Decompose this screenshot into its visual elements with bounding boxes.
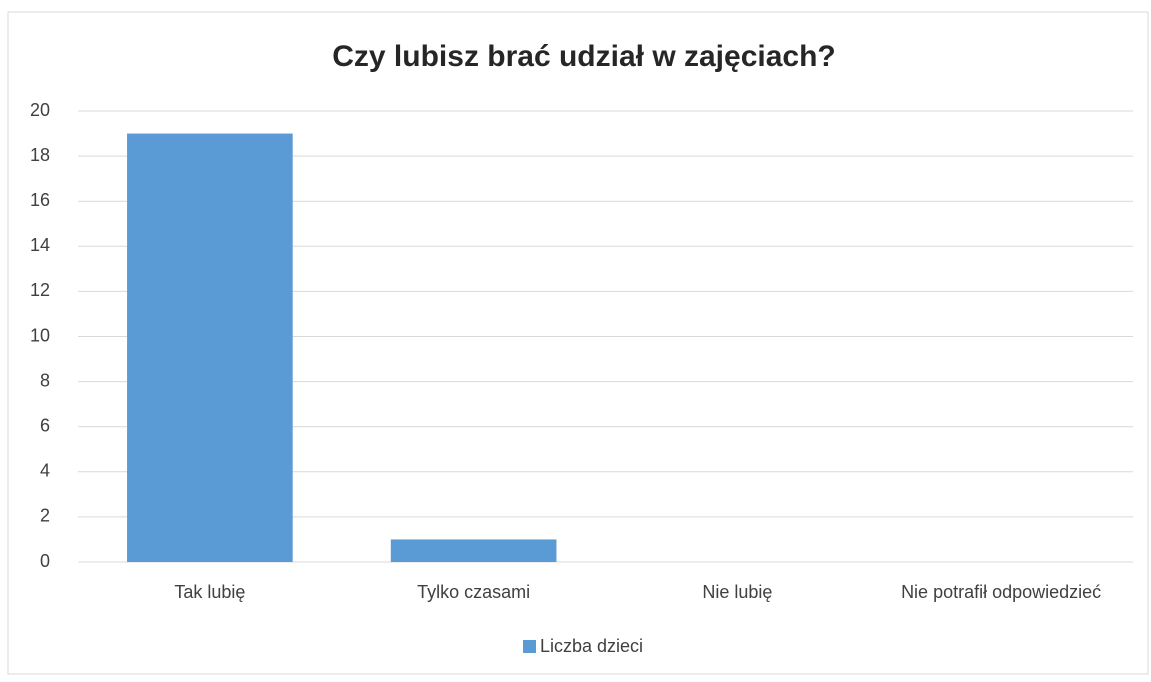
y-tick-label: 8: [40, 370, 50, 390]
y-tick-label: 12: [30, 280, 50, 300]
y-tick-label: 4: [40, 461, 50, 481]
y-tick-label: 16: [30, 190, 50, 210]
x-tick-label: Tylko czasami: [417, 582, 530, 602]
y-tick-label: 10: [30, 325, 50, 345]
y-tick-label: 18: [30, 145, 50, 165]
legend-swatch: [523, 640, 536, 653]
y-tick-label: 0: [40, 551, 50, 571]
bar: [390, 539, 557, 562]
legend-label: Liczba dzieci: [540, 636, 643, 656]
y-tick-label: 20: [30, 100, 50, 120]
chart-title: Czy lubisz brać udział w zajęciach?: [332, 40, 835, 73]
x-tick-label: Nie potrafił odpowiedzieć: [901, 582, 1101, 602]
x-tick-label: Nie lubię: [702, 582, 772, 602]
y-tick-label: 14: [30, 235, 50, 255]
y-tick-label: 2: [40, 506, 50, 526]
bar: [127, 133, 293, 563]
y-tick-label: 6: [40, 415, 50, 435]
x-tick-label: Tak lubię: [174, 582, 245, 602]
